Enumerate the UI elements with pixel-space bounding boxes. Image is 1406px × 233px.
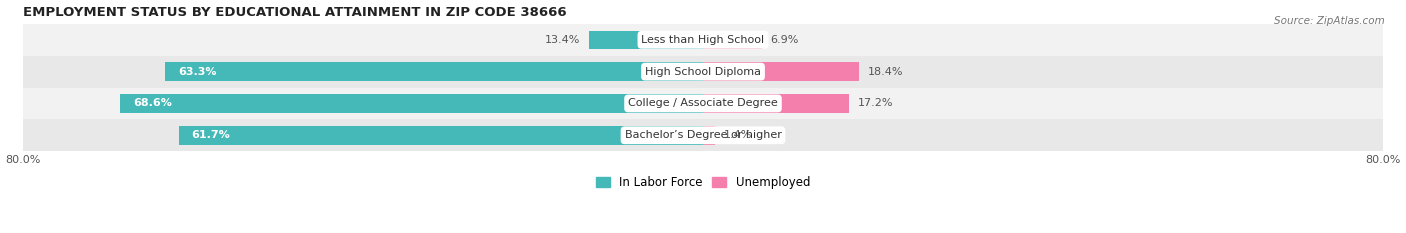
Bar <box>589 31 703 49</box>
Bar <box>703 62 859 81</box>
Bar <box>703 31 762 49</box>
Text: 17.2%: 17.2% <box>858 99 893 108</box>
Text: Bachelor’s Degree or higher: Bachelor’s Degree or higher <box>624 130 782 140</box>
Bar <box>120 94 703 113</box>
Bar <box>703 94 849 113</box>
Text: EMPLOYMENT STATUS BY EDUCATIONAL ATTAINMENT IN ZIP CODE 38666: EMPLOYMENT STATUS BY EDUCATIONAL ATTAINM… <box>24 6 567 19</box>
Bar <box>165 62 703 81</box>
Text: 13.4%: 13.4% <box>546 35 581 45</box>
Text: 18.4%: 18.4% <box>868 67 903 77</box>
Text: 6.9%: 6.9% <box>770 35 799 45</box>
Text: College / Associate Degree: College / Associate Degree <box>628 99 778 108</box>
Text: 1.4%: 1.4% <box>724 130 752 140</box>
Text: 61.7%: 61.7% <box>191 130 231 140</box>
Bar <box>703 126 714 144</box>
Text: 68.6%: 68.6% <box>132 99 172 108</box>
Text: 63.3%: 63.3% <box>179 67 217 77</box>
Text: High School Diploma: High School Diploma <box>645 67 761 77</box>
Bar <box>24 88 1382 119</box>
Text: Less than High School: Less than High School <box>641 35 765 45</box>
Bar <box>179 126 703 144</box>
Bar <box>24 56 1382 88</box>
Bar <box>24 24 1382 56</box>
Legend: In Labor Force, Unemployed: In Labor Force, Unemployed <box>591 171 815 194</box>
Text: Source: ZipAtlas.com: Source: ZipAtlas.com <box>1274 16 1385 26</box>
Bar <box>24 119 1382 151</box>
